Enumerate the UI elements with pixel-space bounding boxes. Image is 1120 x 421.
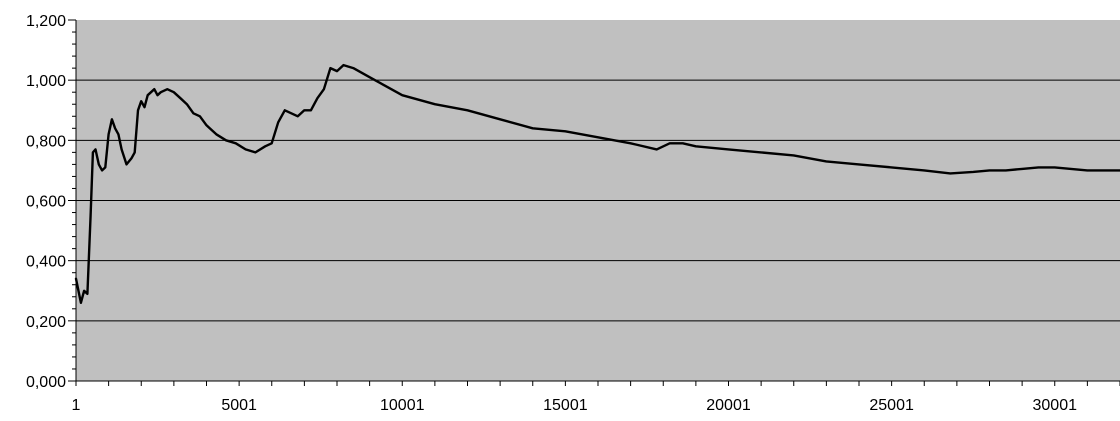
x-tick-label: 10001 [380,397,425,414]
x-axis: 1 5001 10001 15001 20001 25001 30001 [72,380,1120,414]
series-line [74,63,1120,304]
y-tick-label: 0,000 [26,374,66,391]
gridlines [76,79,1120,322]
x-tick-label: 1 [72,397,81,414]
x-tick-label: 15001 [543,397,588,414]
y-tick-label: 0,800 [26,133,66,150]
y-tick-label: 1,200 [26,13,66,30]
y-tick-label: 0,200 [26,314,66,331]
y-tick-label: 0,400 [26,254,66,271]
x-tick-label: 25001 [869,397,914,414]
y-tick-label: 0,600 [26,194,66,211]
series-layer [74,63,1120,304]
x-tick-label: 30001 [1033,397,1078,414]
y-axis: 0,000 0,200 0,400 0,600 0,800 1,000 1,200 [26,13,77,391]
x-tick-label: 5001 [221,397,257,414]
x-tick-label: 20001 [706,397,751,414]
y-tick-label: 1,000 [26,73,66,90]
